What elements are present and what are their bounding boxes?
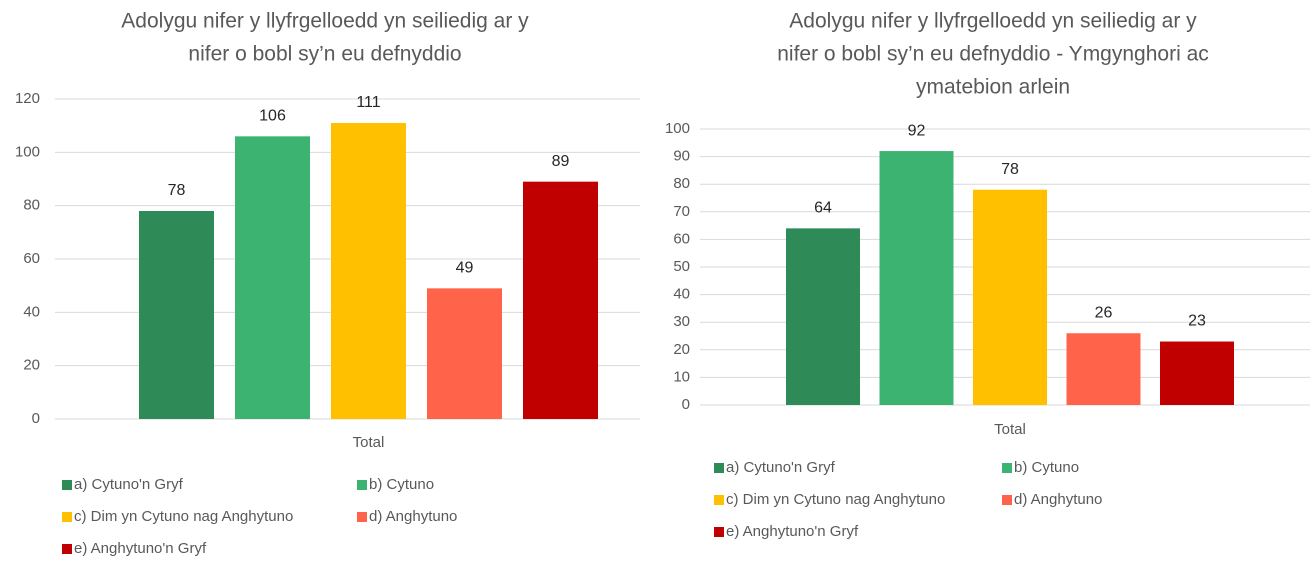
y-tick-label: 40: [23, 303, 40, 320]
y-tick-label: 50: [673, 258, 690, 275]
y-tick-label: 30: [673, 313, 690, 330]
data-label: 92: [908, 122, 926, 139]
bar: [427, 288, 502, 419]
y-tick-label: 120: [15, 90, 40, 107]
y-tick-label: 0: [32, 410, 40, 427]
bar: [235, 136, 310, 420]
data-label: 89: [552, 153, 570, 170]
bar: [1066, 333, 1141, 405]
legend-swatch: [357, 512, 367, 522]
legend-label: e) Anghytuno'n Gryf: [74, 540, 207, 557]
bar: [523, 181, 598, 419]
legend-label: a) Cytuno'n Gryf: [726, 459, 836, 476]
y-tick-label: 10: [673, 368, 690, 385]
y-tick-label: 20: [23, 357, 40, 374]
y-tick-label: 60: [23, 250, 40, 267]
legend-label: a) Cytuno'n Gryf: [74, 476, 184, 493]
y-tick-label: 70: [673, 203, 690, 220]
bar: [786, 228, 860, 405]
data-label: 78: [168, 182, 186, 199]
y-tick-label: 100: [665, 120, 690, 137]
legend-swatch: [1002, 495, 1012, 505]
legend-label: b) Cytuno: [1014, 459, 1079, 476]
data-label: 64: [814, 200, 832, 217]
data-label: 23: [1188, 313, 1206, 330]
chart-title: Adolygu nifer y llyfrgelloedd yn seilied…: [121, 10, 529, 33]
y-tick-label: 90: [673, 148, 690, 165]
chart-title: nifer o bobl sy’n eu defnyddio: [188, 43, 461, 66]
x-tick-label: Total: [353, 434, 385, 451]
legend-label: d) Anghytuno: [1014, 491, 1102, 508]
legend-swatch: [62, 544, 72, 554]
data-label: 49: [456, 260, 474, 277]
legend-swatch: [62, 480, 72, 490]
legend-swatch: [357, 480, 367, 490]
legend-label: e) Anghytuno'n Gryf: [726, 523, 859, 540]
legend-swatch: [714, 527, 724, 537]
data-label: 106: [259, 108, 286, 125]
y-tick-label: 40: [673, 286, 690, 303]
legend-swatch: [1002, 463, 1012, 473]
legend-swatch: [62, 512, 72, 522]
data-label: 111: [356, 94, 380, 111]
legend-swatch: [714, 495, 724, 505]
legend-swatch: [714, 463, 724, 473]
y-tick-label: 80: [23, 197, 40, 214]
y-tick-label: 100: [15, 143, 40, 160]
data-label: 26: [1095, 304, 1113, 321]
y-tick-label: 60: [673, 230, 690, 247]
x-tick-label: Total: [994, 421, 1026, 438]
bar: [973, 189, 1047, 405]
bar: [331, 123, 406, 419]
bar: [1160, 341, 1234, 405]
legend-label: c) Dim yn Cytuno nag Anghytuno: [74, 508, 293, 525]
chart-title: Adolygu nifer y llyfrgelloedd yn seilied…: [789, 10, 1197, 33]
chart-title: ymatebion arlein: [916, 76, 1070, 99]
legend-label: b) Cytuno: [369, 476, 434, 493]
y-tick-label: 80: [673, 175, 690, 192]
data-label: 78: [1001, 161, 1019, 178]
y-tick-label: 20: [673, 341, 690, 358]
bar: [139, 211, 214, 419]
bar: [879, 151, 954, 405]
legend-label: d) Anghytuno: [369, 508, 457, 525]
y-tick-label: 0: [682, 396, 690, 413]
chart-title: nifer o bobl sy’n eu defnyddio - Ymgyngh…: [777, 43, 1209, 66]
legend-label: c) Dim yn Cytuno nag Anghytuno: [726, 491, 945, 508]
